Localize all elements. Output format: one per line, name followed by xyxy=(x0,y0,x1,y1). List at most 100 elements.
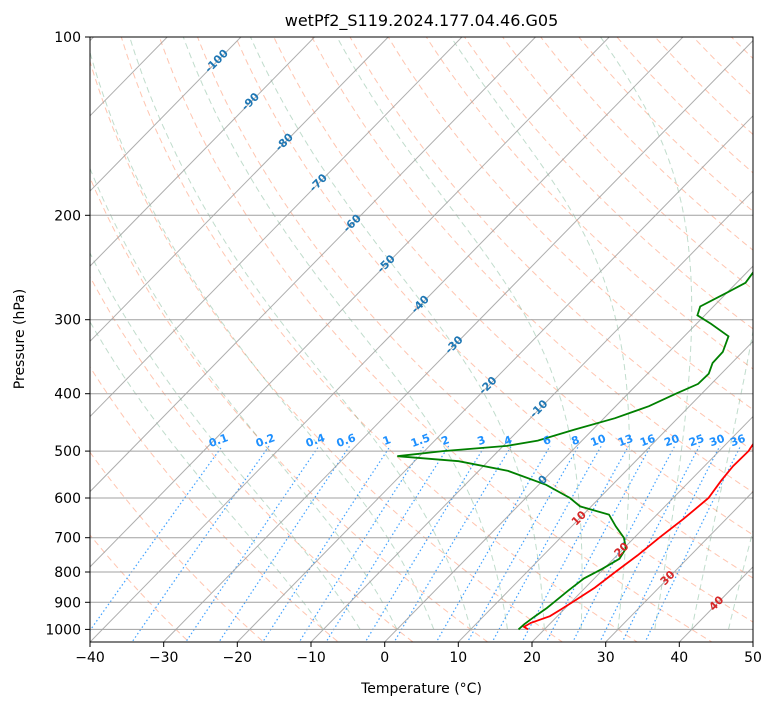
mixing-ratio-line xyxy=(435,445,551,642)
x-tick-label: 20 xyxy=(523,650,541,666)
dry-adiabat-line xyxy=(654,37,753,136)
mixing-ratio-line xyxy=(521,445,630,642)
plot-frame xyxy=(89,36,754,643)
dry-adiabat-line xyxy=(463,37,753,330)
mixing-ratio-label: 0.1 xyxy=(207,431,230,450)
isotherm-line xyxy=(310,190,753,642)
x-axis-ticks: −40 −30 −20 −10 0 10 20 30 40 50 xyxy=(75,642,762,666)
plot-background: -100-90-80-70-60-50-40-30-20-10010203040… xyxy=(90,10,775,654)
mixing-ratio-line xyxy=(325,445,450,642)
isotherm-line xyxy=(604,490,753,642)
y-tick-label: 600 xyxy=(54,491,81,507)
dry-adiabat-line xyxy=(743,10,775,654)
mixing-ratio-label: 0.6 xyxy=(335,431,358,450)
dry-adiabat-line xyxy=(387,37,753,411)
mixing-ratio-lines xyxy=(90,445,742,642)
mixing-ratio-line xyxy=(599,445,701,642)
y-tick-label: 200 xyxy=(54,208,81,224)
mixing-ratio-label: 0.4 xyxy=(304,431,327,450)
dry-adiabat-line xyxy=(90,451,265,642)
dry-adiabat-line xyxy=(349,37,753,452)
moist-adiabat-line xyxy=(90,50,435,630)
mixing-ratio-label: 8 xyxy=(570,433,582,448)
mixing-ratio-label: 1 xyxy=(381,433,393,448)
y-axis-ticks: 100 200 300 400 500 600 700 800 900 1000 xyxy=(45,30,90,638)
mixing-ratio-line xyxy=(545,445,652,642)
mixing-ratio-label: 25 xyxy=(687,432,706,449)
dry-adiabats xyxy=(90,10,775,654)
dry-adiabat-line xyxy=(90,275,414,642)
y-tick-label: 500 xyxy=(54,444,81,460)
mixing-ratio-label: 0.2 xyxy=(254,431,277,450)
isotherm-line xyxy=(90,37,389,343)
dry-adiabat-line xyxy=(90,534,190,642)
x-tick-label: 40 xyxy=(670,650,688,666)
mixing-ratio-line xyxy=(262,445,391,642)
dry-adiabat-line xyxy=(90,176,489,642)
y-tick-label: 400 xyxy=(54,387,81,403)
dry-adiabat-line xyxy=(501,37,753,290)
mixing-ratio-label: 20 xyxy=(662,432,681,450)
isotherm-line xyxy=(90,37,242,192)
y-tick-label: 300 xyxy=(54,313,81,329)
x-tick-label: −20 xyxy=(223,650,253,666)
dry-adiabat-line xyxy=(90,366,340,642)
x-tick-label: −10 xyxy=(296,650,326,666)
dry-adiabat-line xyxy=(730,37,753,60)
isotherm-line xyxy=(383,265,753,642)
y-tick-label: 700 xyxy=(54,531,81,547)
mixing-ratio-line xyxy=(393,445,512,642)
mixing-ratio-label: 1.5 xyxy=(409,431,432,450)
x-tick-label: 10 xyxy=(449,650,467,666)
y-tick-label: 900 xyxy=(54,595,81,611)
isotherm-line xyxy=(457,340,753,642)
isotherm-line xyxy=(90,37,316,267)
y-tick-label: 1000 xyxy=(45,622,81,638)
x-tick-label: 50 xyxy=(744,650,762,666)
chart-title: wetPf2_S119.2024.177.04.46.G05 xyxy=(285,11,559,31)
dry-adiabat-line xyxy=(120,37,638,642)
x-axis-label: Temperature (°C) xyxy=(360,681,482,697)
isobars xyxy=(90,37,753,630)
profile-lines xyxy=(397,271,753,631)
mixing-ratio-label: 16 xyxy=(638,432,657,450)
mixing-ratio-line xyxy=(621,445,721,642)
mixing-ratio-label: 10 xyxy=(589,432,608,450)
temperature-line xyxy=(522,442,753,631)
x-tick-label: −30 xyxy=(149,650,179,666)
mixing-ratio-label: 4 xyxy=(502,433,514,448)
dry-adiabat-line xyxy=(197,37,753,623)
dry-adiabat-line xyxy=(540,37,753,251)
mixing-ratio-label: 2 xyxy=(439,433,451,448)
mixing-ratio-line xyxy=(572,445,676,642)
moist-adiabat-line xyxy=(336,37,583,630)
mixing-ratio-label: 3 xyxy=(476,433,488,448)
mixing-ratio-label: 13 xyxy=(616,432,635,449)
mixing-ratio-line xyxy=(218,445,351,642)
x-tick-label: 30 xyxy=(597,650,615,666)
skewed-isotherms xyxy=(90,37,753,642)
moist-adiabat-line xyxy=(691,328,753,630)
isotherm-line xyxy=(90,37,610,568)
mixing-ratio-label: 36 xyxy=(728,432,747,450)
dewpoint-line xyxy=(397,271,753,631)
y-tick-label: 100 xyxy=(54,30,81,46)
isotherm-line xyxy=(236,115,753,642)
x-tick-label: 0 xyxy=(380,650,389,666)
dry-adiabat-line xyxy=(158,37,713,642)
mixing-ratio-line xyxy=(298,445,425,642)
dry-adiabat-line xyxy=(425,37,753,370)
mixing-ratio-label: 30 xyxy=(708,432,727,450)
moist-adiabat-line xyxy=(129,37,472,630)
moist-adiabat-line xyxy=(90,320,324,630)
isotherm-line xyxy=(90,37,684,642)
dry-adiabat-line xyxy=(311,37,753,493)
dry-adiabat-line xyxy=(273,37,753,536)
mixing-ratio-line xyxy=(644,445,742,642)
y-axis-label: Pressure (hPa) xyxy=(12,289,28,389)
mixing-ratio-line xyxy=(185,445,320,642)
dry-adiabat-line xyxy=(235,37,753,579)
isotherm-line xyxy=(90,37,537,493)
y-tick-label: 800 xyxy=(54,565,81,581)
dry-adiabat-line xyxy=(90,59,564,642)
